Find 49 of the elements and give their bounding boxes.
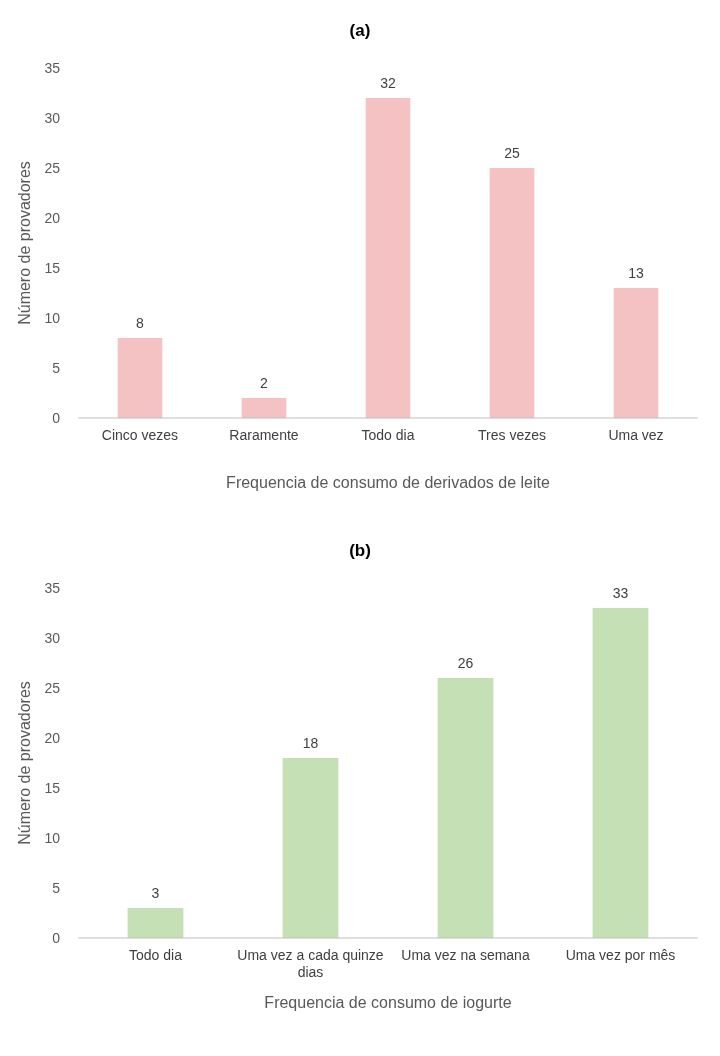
y-tick-label: 0 xyxy=(52,409,61,426)
data-label: 13 xyxy=(628,265,644,281)
y-tick-label: 10 xyxy=(44,829,61,846)
y-tick-label: 0 xyxy=(52,929,61,946)
data-label: 25 xyxy=(504,145,520,161)
data-label: 33 xyxy=(612,585,629,601)
y-tick-label: 30 xyxy=(44,109,61,126)
data-label: 26 xyxy=(457,655,474,671)
y-tick-label: 35 xyxy=(44,579,61,596)
x-tick-label: Uma vez a cada quinze dias xyxy=(237,947,384,980)
x-tick-label: Cinco vezes xyxy=(101,427,179,443)
x-tick-label: Uma vez por mês xyxy=(565,947,676,963)
bar xyxy=(365,98,411,418)
x-tick-label: Uma vez na semana xyxy=(401,947,530,963)
data-label: 3 xyxy=(151,885,160,901)
y-axis-title: Número de provadores xyxy=(16,161,33,325)
data-label: 18 xyxy=(302,735,319,751)
chart-title: (b) xyxy=(349,541,371,560)
y-tick-label: 30 xyxy=(44,629,61,646)
x-tick-label: Tres vezes xyxy=(478,427,546,443)
x-tick-label: Todo dia xyxy=(129,947,183,963)
bar xyxy=(117,338,163,418)
bar xyxy=(241,398,287,418)
x-axis-title: Frequencia de consumo de derivados de leite xyxy=(226,474,550,491)
bar xyxy=(282,758,339,938)
y-tick-label: 5 xyxy=(52,359,61,376)
y-tick-label: 10 xyxy=(44,309,61,326)
y-tick-label: 25 xyxy=(44,159,61,176)
x-tick-label: Todo dia xyxy=(361,427,415,443)
bar xyxy=(592,608,649,938)
data-label: 8 xyxy=(136,315,145,331)
data-label: 32 xyxy=(380,75,396,91)
data-label: 2 xyxy=(260,375,269,391)
y-tick-label: 20 xyxy=(44,729,61,746)
x-axis-title: Frequencia de consumo de iogurte xyxy=(264,994,512,1011)
y-axis-title: Número de provadores xyxy=(16,681,33,845)
chart-title: (a) xyxy=(349,21,371,40)
x-tick-label: Uma vez xyxy=(608,427,664,443)
x-tick-label: Raramente xyxy=(229,427,299,443)
y-tick-label: 35 xyxy=(44,59,61,76)
bar xyxy=(489,168,535,418)
bar xyxy=(613,288,659,418)
y-tick-label: 5 xyxy=(52,879,61,896)
y-tick-label: 15 xyxy=(44,779,61,796)
bar xyxy=(127,908,184,938)
bar xyxy=(437,678,494,938)
y-tick-label: 20 xyxy=(44,209,61,226)
y-tick-label: 25 xyxy=(44,679,61,696)
y-tick-label: 15 xyxy=(44,259,61,276)
